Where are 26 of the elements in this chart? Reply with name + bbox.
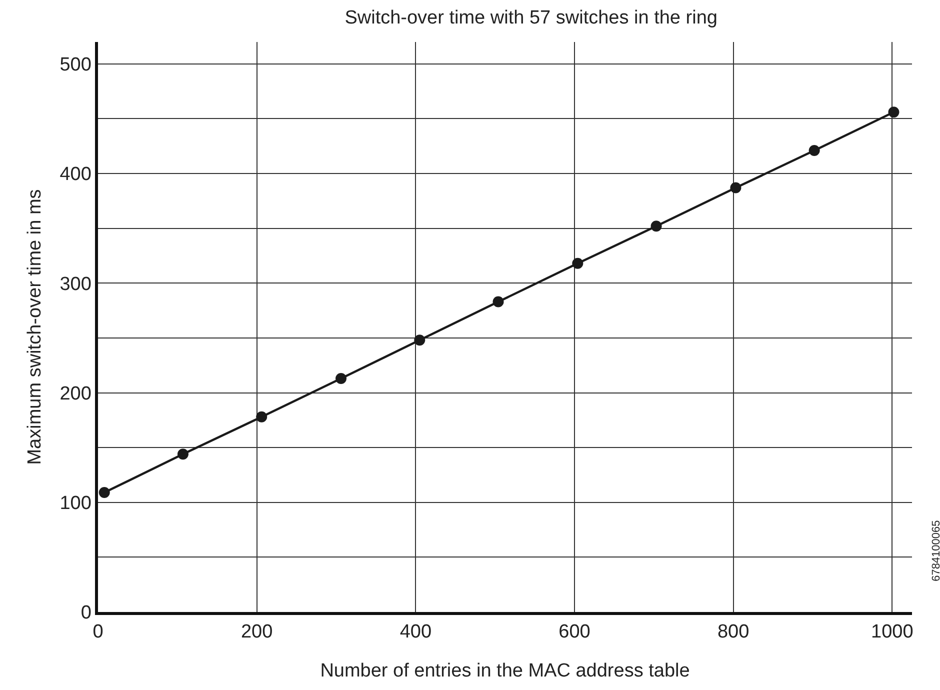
point [177,448,188,460]
point [98,487,110,498]
y-tick-label: 500 [60,54,92,76]
point [650,220,662,232]
x-axis-title: Number of entries in the MAC address table [320,660,690,682]
x-tick-label: 800 [717,622,750,643]
point [492,296,504,308]
y-tick-label: 100 [60,493,92,514]
point [888,106,900,118]
y-axis-title: Maximum switch-over time in ms [24,189,46,465]
y-tick-label: 200 [60,383,92,404]
point [414,334,426,346]
point [730,182,742,194]
x-tick-label: 1000 [871,622,914,643]
x-tick-label: 400 [400,622,432,643]
y-tick-label: 400 [60,164,92,186]
y-tick-label: 0 [80,602,92,624]
point [572,258,584,269]
text: 6784100065 [930,520,940,582]
point [256,411,268,422]
point [336,373,347,384]
x-tick-label: 600 [558,622,590,643]
y-tick-label: 300 [60,274,92,295]
chart-title: Switch-over time with 57 switches in the ring [344,8,718,29]
x-tick-label: 200 [240,622,273,643]
point [808,145,820,156]
